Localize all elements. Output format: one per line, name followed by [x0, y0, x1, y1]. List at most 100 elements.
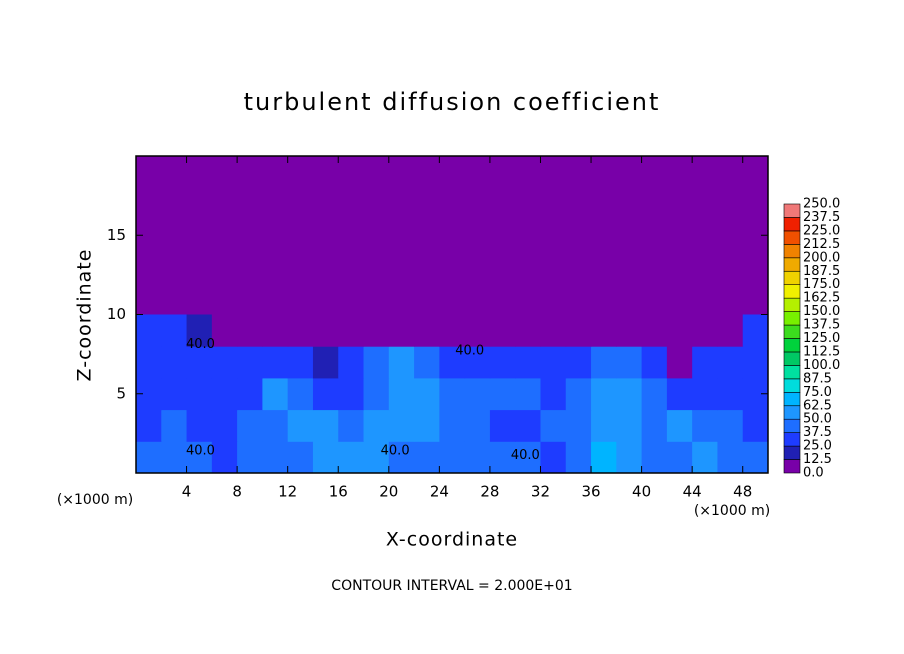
field-cell [565, 441, 592, 474]
colorbar-band [783, 432, 801, 447]
field-cell [692, 409, 718, 442]
colorbar-label: 25.0 [803, 439, 832, 454]
field-cell [414, 346, 440, 379]
colorbar-label: 37.5 [803, 425, 832, 440]
field-cell [237, 346, 263, 379]
colorbar-band [783, 405, 801, 420]
colorbar-label: 212.5 [803, 237, 840, 252]
field-cell [312, 409, 339, 442]
colorbar-band [783, 391, 801, 407]
field-cell [591, 409, 617, 442]
contour-note: CONTOUR INTERVAL = 2.000E+01 [331, 578, 572, 594]
field-cell [666, 409, 693, 442]
field-cell [540, 409, 567, 442]
field-cell [262, 377, 289, 411]
field-cell [439, 409, 466, 442]
field-cell [717, 377, 744, 411]
field-cell [363, 377, 390, 411]
field-cell [742, 314, 769, 347]
y-axis-label: Z-coordinate [74, 249, 96, 382]
field-cell [211, 377, 238, 411]
field-cell [515, 314, 541, 347]
field-cell [464, 377, 491, 411]
field-cell [464, 346, 491, 379]
field-cell [717, 346, 744, 379]
field-cell [287, 377, 314, 411]
x-tick-label: 20 [379, 483, 398, 501]
field-cell [186, 346, 213, 379]
field-cell [312, 346, 339, 379]
field-cell [388, 377, 415, 411]
field-cell [338, 346, 365, 379]
field-cell [186, 377, 213, 411]
colorbar-band [783, 459, 801, 474]
field-cell [616, 409, 643, 442]
colorbar-band [783, 351, 801, 366]
field-cell [489, 346, 516, 379]
field-cell [591, 377, 617, 411]
field-cell [211, 314, 238, 347]
colorbar-band [783, 284, 801, 299]
field-cell [211, 441, 238, 474]
field-cell [692, 441, 718, 474]
field-cell [136, 346, 162, 379]
colorbar-label: 75.0 [803, 385, 832, 400]
field-cell [363, 346, 390, 379]
x-tick-label: 40 [632, 483, 651, 501]
y-tick-label: 5 [116, 384, 126, 402]
field-cell [414, 409, 440, 442]
field-cell [742, 346, 769, 379]
field-cell [287, 409, 314, 442]
field-cell [287, 346, 314, 379]
colorbar-band [783, 230, 801, 245]
field-cell [742, 409, 769, 442]
field-cell [262, 314, 289, 347]
field-cell [565, 314, 592, 347]
field-cell [388, 314, 415, 347]
colorbar-label: 162.5 [803, 291, 840, 306]
field-cell [312, 314, 339, 347]
colorbar-label: 137.5 [803, 318, 840, 333]
field-cell [641, 409, 668, 442]
colorbar-band [783, 244, 801, 259]
field-cell [388, 441, 415, 474]
field-cell [540, 377, 567, 411]
field-cell [414, 314, 440, 347]
field-cell [717, 441, 744, 474]
field-cell [515, 409, 541, 442]
field-cell [363, 314, 390, 347]
field-cell [136, 441, 162, 474]
field-cell [717, 409, 744, 442]
field-cell [186, 314, 213, 347]
colorbar-band [783, 418, 801, 433]
field-cell [565, 377, 592, 411]
x-tick-label: 8 [232, 483, 242, 501]
colorbar-label: 12.5 [803, 452, 832, 467]
colorbar-label: 187.5 [803, 264, 840, 279]
colorbar-label: 250.0 [803, 197, 840, 212]
x-axis-label: X-coordinate [386, 529, 518, 551]
field-cell [338, 377, 365, 411]
colorbar-band [783, 338, 801, 353]
field-cell [464, 409, 491, 442]
colorbar-label: 87.5 [803, 371, 832, 386]
field-cell [565, 409, 592, 442]
field-cell [540, 314, 567, 347]
contour-label: 40.0 [511, 448, 540, 463]
field-cell [489, 377, 516, 411]
colorbar-band [783, 270, 801, 285]
colorbar-band [783, 324, 801, 339]
field-cell [439, 346, 466, 379]
field-cell [489, 409, 516, 442]
colorbar-label: 150.0 [803, 304, 840, 319]
field-cell [338, 409, 365, 442]
field-cell [363, 409, 390, 442]
field-cell [641, 441, 668, 474]
field-cell [262, 409, 289, 442]
colorbar-band [783, 257, 801, 272]
colorbar-band [783, 217, 801, 232]
contour-label: 40.0 [381, 443, 410, 458]
x-tick-label: 48 [733, 483, 752, 501]
field-cell [161, 346, 188, 379]
